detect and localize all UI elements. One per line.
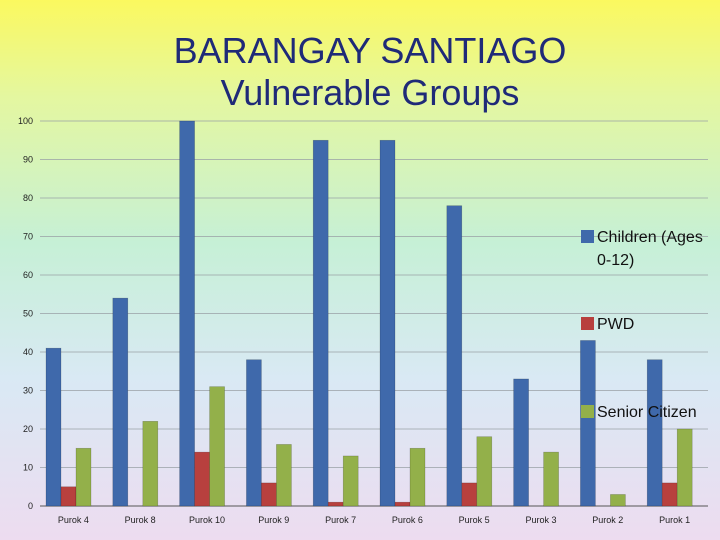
- x-category-label: Purok 5: [459, 515, 490, 525]
- legend-swatch-children: [581, 230, 594, 243]
- bar-pwd: [60, 486, 77, 507]
- legend-swatch-pwd: [581, 317, 594, 330]
- bar-children: [580, 340, 596, 507]
- bar-children: [312, 139, 329, 507]
- bar-pwd: [194, 451, 210, 507]
- bar-senior: [209, 386, 225, 507]
- bar-senior: [610, 494, 626, 507]
- y-tick-label: 30: [23, 386, 33, 396]
- y-tick-label: 70: [23, 232, 33, 242]
- y-tick-label: 0: [28, 501, 33, 511]
- bar-senior: [476, 436, 493, 507]
- bar-senior: [142, 420, 159, 507]
- x-category-label: Purok 4: [58, 515, 89, 525]
- bar-children: [45, 347, 62, 507]
- x-category-label: Purok 2: [592, 515, 623, 525]
- bar-children: [246, 359, 262, 507]
- chart-title: BARANGAY SANTIAGO Vulnerable Groups: [150, 30, 590, 114]
- x-category-label: Purok 7: [325, 515, 356, 525]
- bar-children: [513, 378, 529, 507]
- bar-senior: [342, 455, 359, 507]
- bar-senior: [75, 447, 92, 507]
- legend-label: PWD: [597, 316, 634, 333]
- bar-senior: [676, 428, 693, 507]
- bar-senior: [543, 451, 559, 507]
- bar-senior: [409, 447, 426, 507]
- bar-pwd: [461, 482, 478, 507]
- x-category-label: Purok 9: [258, 515, 289, 525]
- y-tick-label: 10: [23, 463, 33, 473]
- bar-pwd: [394, 501, 411, 507]
- x-category-label: Purok 3: [525, 515, 556, 525]
- bar-children: [112, 297, 129, 507]
- bar-pwd: [661, 482, 678, 507]
- y-tick-label: 40: [23, 347, 33, 357]
- y-tick-label: 50: [23, 309, 33, 319]
- bar-senior: [276, 444, 292, 507]
- x-category-label: Purok 6: [392, 515, 423, 525]
- y-tick-label: 20: [23, 424, 33, 434]
- title-line-2: Vulnerable Groups: [220, 72, 520, 113]
- y-tick-label: 100: [18, 116, 33, 126]
- legend-swatch-senior: [581, 405, 594, 418]
- title-line-1: BARANGAY SANTIAGO: [173, 30, 567, 71]
- legend-label: Senior Citizen: [597, 404, 697, 421]
- bar-children: [179, 120, 195, 507]
- y-tick-label: 80: [23, 193, 33, 203]
- y-tick-label: 60: [23, 270, 33, 280]
- bar-children: [646, 359, 663, 507]
- bar-children: [446, 205, 463, 507]
- legend-label: Children (Ages: [597, 229, 703, 246]
- legend-label: 0-12): [597, 252, 634, 269]
- y-tick-label: 90: [23, 155, 33, 165]
- bar-pwd: [327, 501, 344, 507]
- x-category-label: Purok 8: [125, 515, 156, 525]
- bar-pwd: [261, 482, 277, 507]
- x-category-label: Purok 1: [659, 515, 690, 525]
- x-category-label: Purok 10: [189, 515, 225, 525]
- bar-children: [379, 139, 396, 507]
